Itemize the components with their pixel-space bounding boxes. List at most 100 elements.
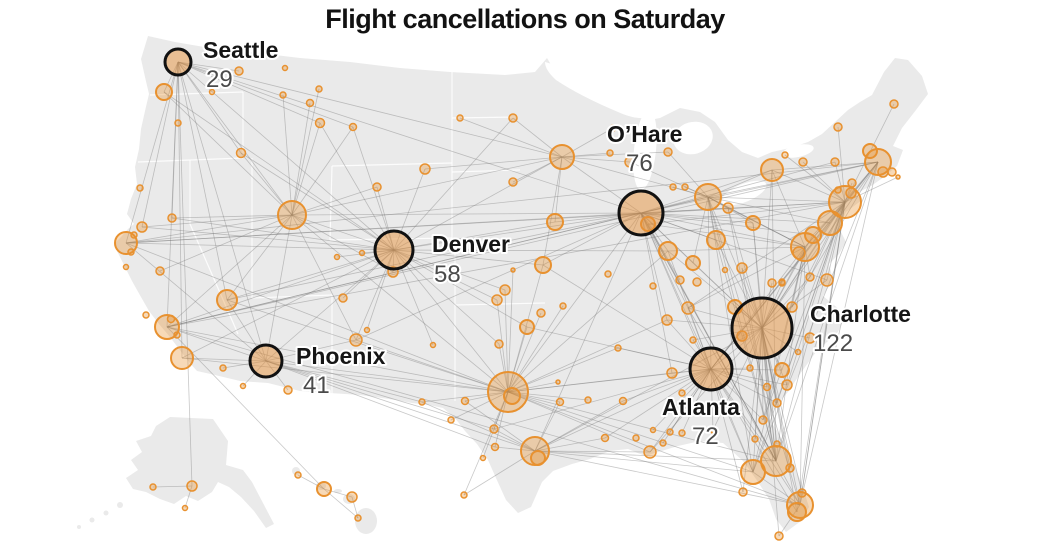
lake-superior	[545, 62, 655, 119]
route-line	[534, 212, 642, 452]
airport-circle	[681, 183, 689, 191]
airport-circle	[767, 278, 777, 288]
airport-circle	[666, 367, 678, 379]
airport-circle	[283, 385, 293, 395]
airport-label-seattle: Seattle	[203, 37, 278, 63]
route-line	[507, 391, 561, 403]
airport-circle	[773, 440, 781, 448]
route-line	[640, 212, 831, 224]
airport-circle	[781, 151, 789, 159]
airport-circle	[489, 424, 499, 434]
route-line	[265, 360, 509, 393]
route-line	[181, 249, 395, 359]
airport-circle	[155, 83, 173, 101]
route-line	[710, 201, 846, 370]
airport-circle	[234, 66, 244, 76]
route-line	[778, 504, 801, 537]
route-line	[163, 91, 293, 216]
route-line	[707, 161, 879, 198]
route-line	[542, 264, 712, 370]
route-line	[647, 201, 846, 225]
airport-value-charlotte: 122	[813, 330, 853, 357]
airport-circle	[692, 277, 702, 287]
route-line	[393, 249, 509, 393]
airport-value-seattle: 29	[206, 66, 233, 93]
airport-circle	[494, 339, 504, 349]
route-line	[291, 212, 642, 216]
airport-circle	[559, 302, 567, 310]
airport-circle	[316, 481, 332, 497]
route-line	[166, 196, 709, 328]
route-line	[775, 201, 846, 462]
airport-circle	[358, 249, 366, 257]
airport-circle	[333, 253, 341, 261]
airport-circle	[828, 185, 862, 219]
route-line	[804, 201, 846, 248]
airport-circle	[127, 248, 135, 256]
route-line	[640, 201, 846, 214]
route-line	[177, 61, 193, 487]
route-line	[640, 212, 814, 236]
route-line	[493, 368, 712, 430]
airport-circle	[774, 531, 784, 541]
route-line	[512, 117, 563, 158]
airport-circle	[830, 157, 840, 167]
route-line	[561, 152, 611, 158]
route-line	[125, 201, 846, 244]
route-line	[707, 196, 831, 224]
route-lines	[125, 61, 899, 537]
airport-circle	[503, 387, 521, 405]
route-line	[834, 161, 846, 203]
route-line	[507, 312, 542, 393]
route-line	[640, 161, 879, 214]
airport-circle	[889, 99, 899, 109]
airport-circle	[460, 396, 470, 406]
hawaii-big-island	[355, 508, 377, 534]
airport-circle	[456, 114, 464, 122]
route-line	[291, 214, 394, 273]
route-line	[534, 450, 801, 506]
airport-circle	[877, 166, 889, 178]
route-line	[265, 360, 536, 452]
airport-circle	[760, 445, 792, 477]
airport-circle	[279, 91, 287, 99]
chart-title: Flight cancellations on Saturday	[325, 4, 725, 34]
route-line	[152, 485, 193, 488]
airport-circle	[678, 429, 686, 437]
route-line	[687, 246, 806, 309]
route-line	[125, 242, 267, 362]
route-line	[801, 201, 846, 494]
route-line	[226, 212, 642, 301]
route-line	[177, 61, 242, 154]
route-line	[775, 246, 806, 462]
route-line	[507, 212, 642, 393]
airport-circle-denver	[373, 229, 415, 271]
airport-circle	[659, 439, 667, 447]
airport-circle	[277, 200, 307, 230]
route-line	[291, 102, 311, 216]
airport-circle	[600, 433, 610, 443]
airport-circle	[736, 262, 748, 274]
airport-circle	[186, 480, 198, 492]
airport-circle	[354, 514, 362, 522]
airport-circle	[314, 117, 326, 129]
airport-circle-ohare	[617, 189, 665, 237]
airport-circle	[294, 471, 302, 479]
route-line	[534, 450, 777, 462]
route-line	[125, 242, 395, 251]
airport-bubbles	[114, 47, 901, 541]
airport-circle	[349, 333, 363, 347]
airport-circle	[447, 416, 455, 424]
airport-circle	[618, 396, 628, 406]
lake-erie	[721, 180, 767, 206]
airport-circle	[685, 255, 701, 271]
route-line	[775, 161, 879, 462]
airport-circle	[130, 231, 138, 239]
route-line	[802, 161, 846, 203]
route-line	[507, 326, 528, 393]
airport-circle	[208, 88, 216, 96]
airport-circle	[235, 147, 247, 159]
airport-circle	[363, 326, 371, 334]
hawaii-kauai	[292, 467, 300, 475]
airport-label-charlotte: Charlotte	[810, 301, 911, 327]
